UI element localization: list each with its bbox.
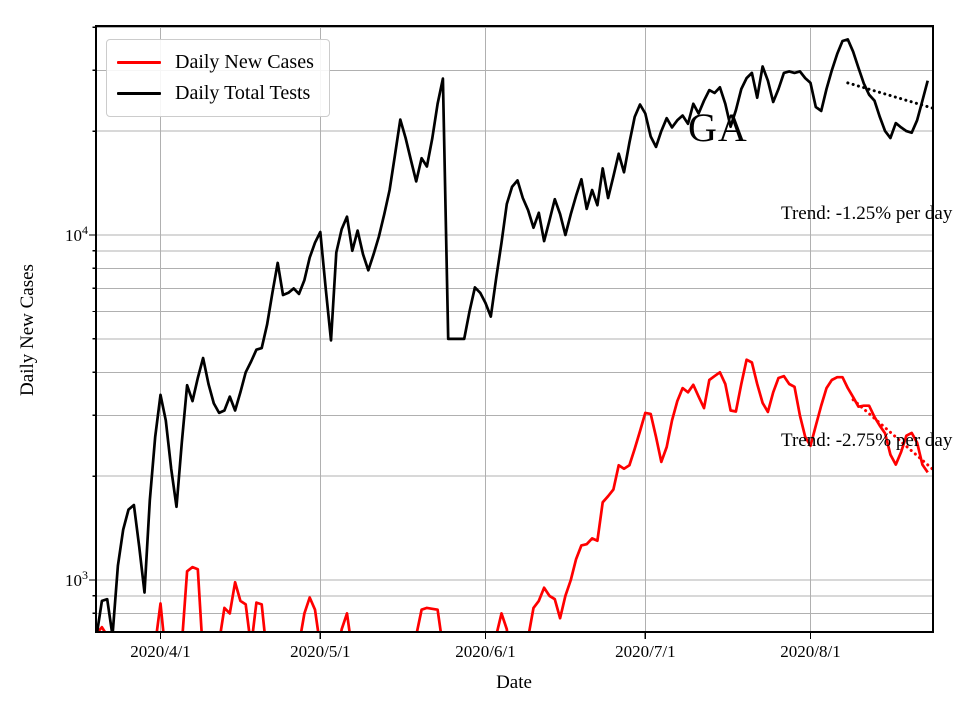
y-tick-label-10e4: 104: [65, 223, 88, 245]
legend-item-daily-total-tests: Daily Total Tests: [115, 78, 321, 109]
trend-annotation-new-cases: Trend: -2.75% per day: [781, 430, 953, 451]
y-axis-label: Daily New Cases: [17, 264, 38, 396]
red-line-swatch-icon: [117, 61, 161, 64]
black-line-swatch-icon: [117, 92, 161, 95]
trend-line-daily-total-tests: [846, 81, 933, 110]
legend: Daily New Cases Daily Total Tests: [106, 39, 330, 117]
trend-line-daily-new-cases: [851, 398, 933, 472]
legend-item-daily-new-cases: Daily New Cases: [115, 47, 321, 78]
x-tick-label-april: 2020/4/1: [130, 642, 191, 661]
legend-label: Daily New Cases: [175, 51, 314, 73]
x-tick-label-may: 2020/5/1: [290, 642, 351, 661]
state-annotation: GA: [688, 105, 748, 150]
series-line-daily-total-tests: [96, 38, 930, 632]
legend-label: Daily Total Tests: [175, 82, 311, 104]
trend-annotation-total-tests: Trend: -1.25% per day: [781, 203, 953, 224]
gridlines: [96, 26, 933, 632]
x-tick-label-july: 2020/7/1: [615, 642, 676, 661]
axes-spines: [95, 25, 934, 633]
x-tick-label-june: 2020/6/1: [455, 642, 516, 661]
y-tick-label-10e3: 103: [65, 568, 88, 590]
series-line-daily-new-cases: [96, 358, 929, 632]
tick-marks: [89, 26, 812, 639]
x-tick-label-august: 2020/8/1: [780, 642, 841, 661]
x-axis-label: Date: [496, 672, 532, 693]
